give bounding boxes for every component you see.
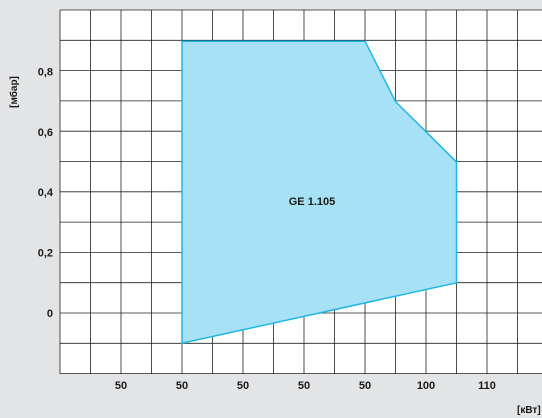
x-tick-label: 110 (478, 380, 496, 392)
y-tick-label: 0,8 (38, 66, 53, 78)
y-axis-ticks: 0 0,2 0,4 0,6 0,8 (38, 66, 54, 320)
x-axis-label: [кВт] (517, 405, 541, 416)
y-tick-label: 0,2 (38, 248, 53, 260)
x-tick-label: 100 (417, 380, 435, 392)
x-tick-label: 50 (176, 380, 188, 392)
working-field-area (181, 40, 458, 345)
x-tick-label: 50 (359, 380, 371, 392)
x-tick-label: 50 (237, 380, 249, 392)
y-tick-label: 0,6 (38, 127, 53, 139)
x-tick-label: 50 (115, 380, 127, 392)
y-axis-label: [мбар] (8, 76, 20, 108)
region-label: GE 1.105 (289, 196, 335, 208)
y-tick-label: 0,4 (38, 187, 54, 199)
x-tick-label: 50 (298, 380, 310, 392)
x-axis-ticks: 50 50 50 50 50 100 110 (115, 380, 496, 392)
y-tick-label: 0 (47, 308, 53, 320)
